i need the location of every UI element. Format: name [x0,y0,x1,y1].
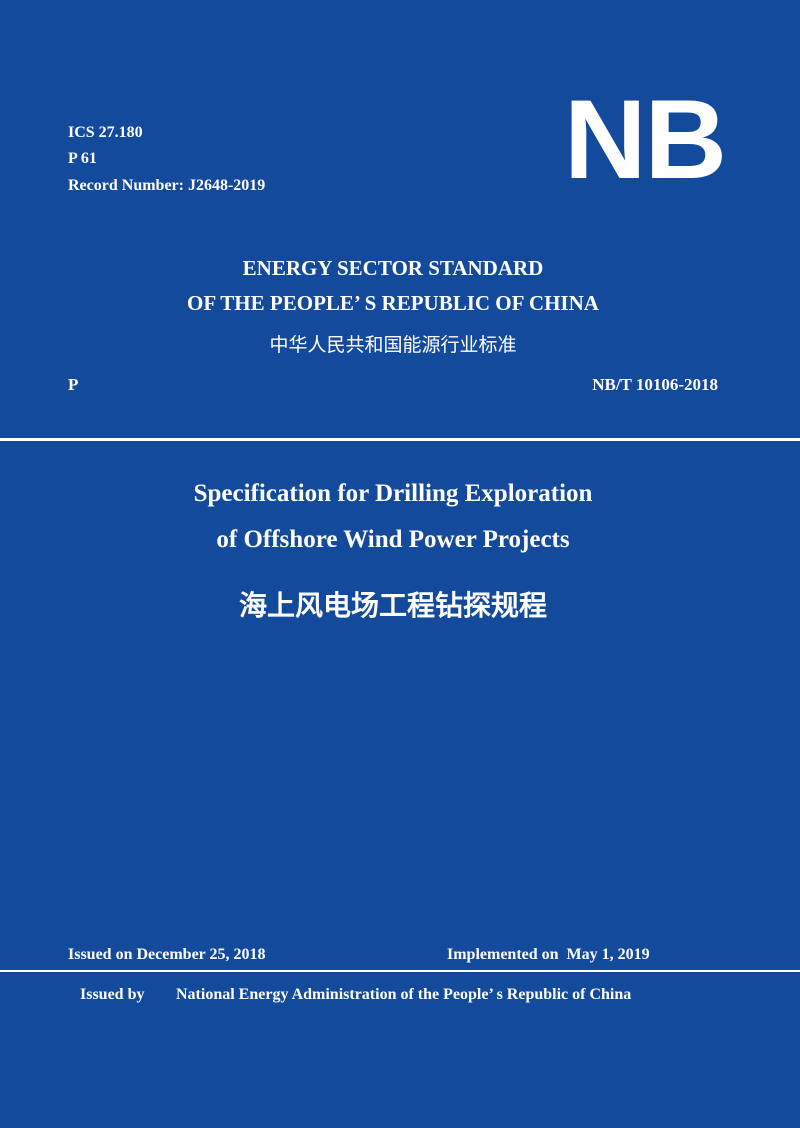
nb-logo: NB [564,77,727,202]
title-line-1: Specification for Drilling Exploration [193,480,593,507]
class-code: P 61 [68,150,97,167]
standard-line-2: OF THE PEOPLE’ S REPUBLIC OF CHINA [187,291,599,315]
record-number: Record Number: J2648-2019 [68,177,266,194]
category-code: P [68,375,79,394]
divider-bottom [0,970,800,972]
divider-top [0,438,800,441]
ics-code: ICS 27.180 [68,124,143,141]
standard-chinese: 中华人民共和国能源行业标准 [269,334,517,356]
standard-line-1: ENERGY SECTOR STANDARD [242,256,544,280]
issuer-name: National Energy Administration of the Pe… [176,986,632,1003]
issued-on: Issued on December 25, 2018 [68,946,266,963]
title-chinese: 海上风电场工程钻探规程 [238,589,547,622]
issued-by-label: Issued by [80,986,145,1003]
standard-number: NB/T 10106-2018 [592,375,718,394]
title-line-2: of Offshore Wind Power Projects [216,526,570,553]
implemented-on: Implemented on May 1, 2019 [447,946,650,963]
